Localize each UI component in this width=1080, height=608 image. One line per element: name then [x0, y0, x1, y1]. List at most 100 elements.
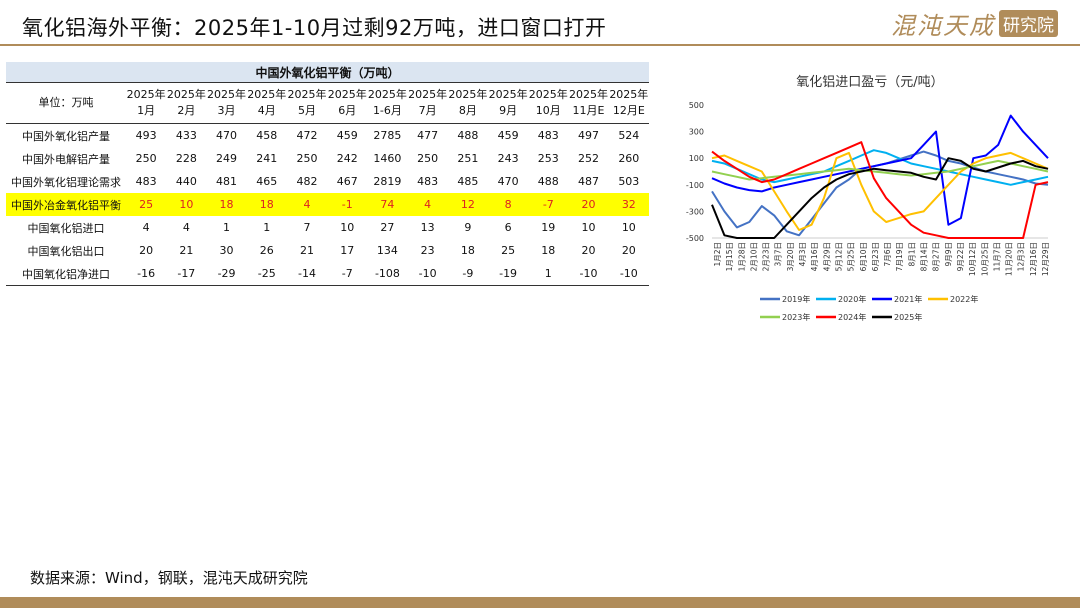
- column-header-year: 2025年: [367, 88, 407, 101]
- column-header-year: 2025年: [126, 88, 166, 101]
- column-header-month: 10月: [535, 104, 561, 117]
- x-tick-label: 7月19日: [895, 242, 904, 271]
- table-cell: -10: [568, 262, 609, 286]
- table-cell: 228: [175, 152, 197, 165]
- column-header-month: 2月: [177, 104, 196, 117]
- column-header: 2025年 1月: [126, 82, 167, 124]
- logo-text: 混沌天成: [891, 11, 995, 40]
- x-tick-label: 10月12日: [968, 242, 977, 276]
- x-tick-label: 6月10日: [859, 242, 868, 271]
- table-cell: 477: [417, 129, 439, 142]
- table-cell: 23: [420, 244, 435, 257]
- legend-label: 2022年: [950, 294, 978, 304]
- table-cell: 21: [179, 244, 194, 257]
- x-tick-label: 6月23日: [871, 242, 880, 271]
- table-cell: 4: [286, 193, 328, 216]
- table-cell: 251: [457, 152, 479, 165]
- table-cell: -29: [206, 262, 247, 286]
- column-header: 2025年 12月E: [608, 82, 649, 124]
- x-tick-label: 11月7日: [992, 242, 1001, 271]
- table-cell: -10: [407, 262, 448, 286]
- row-label: 中国外电解铝产量: [22, 152, 110, 166]
- table-header-row: 单位：万吨 2025年 1月 2025年 2月 2025年 3月 2025年 4月 2025年 5月…: [6, 82, 649, 124]
- table-cell: 20: [581, 244, 596, 257]
- table-cell: 13: [420, 221, 435, 234]
- table-cell: -25: [246, 262, 287, 286]
- table-cell: -7: [528, 193, 569, 216]
- legend-label: 2020年: [838, 294, 866, 304]
- column-header-month: 12月E: [612, 104, 645, 117]
- x-tick-label: 3月20日: [786, 242, 795, 271]
- header-divider: [0, 44, 1080, 46]
- row-label: 中国外氧化铝理论需求: [11, 175, 121, 189]
- balance-table: 中国外氧化铝平衡（万吨） 单位：万吨 2025年 1月 2025年 2月 2025年 3月 2…: [6, 62, 649, 286]
- chart-title: 氧化铝进口盈亏（元/吨）: [796, 75, 944, 90]
- table-cell: 32: [608, 193, 649, 216]
- table-cell: 485: [457, 175, 479, 188]
- table-cell: 249: [216, 152, 238, 165]
- column-header-month: 5月: [297, 104, 316, 117]
- x-tick-label: 8月14日: [920, 242, 929, 271]
- table-cell: 440: [175, 175, 197, 188]
- column-header-month: 6月: [338, 104, 357, 117]
- column-header-year: 2025年: [528, 88, 568, 101]
- x-tick-label: 12月3日: [1017, 242, 1026, 271]
- table-cell: 12: [447, 193, 488, 216]
- row-label: 中国外冶金氧化铝平衡: [6, 193, 126, 216]
- table-cell: -16: [126, 262, 167, 286]
- table-title: 中国外氧化铝平衡（万吨）: [6, 62, 649, 83]
- table-cell: 30: [219, 244, 234, 257]
- table-cell: 503: [618, 175, 640, 188]
- table-cell: 470: [216, 129, 238, 142]
- x-tick-label: 7月6日: [883, 242, 892, 267]
- column-header: 2025年 2月: [166, 82, 207, 124]
- x-tick-label: 1月2日: [713, 242, 722, 267]
- table-cell: 470: [497, 175, 519, 188]
- import-profit-chart: 500 300 100 -100 -300 -500 1月2日 1月15日 1月28日 2月10日…: [686, 101, 1050, 322]
- column-header: 2025年 3月: [206, 82, 247, 124]
- table-row: 中国氧化铝出口 20 21 30 26 21 17 134 23 18 25 18 20 20: [6, 239, 649, 262]
- table-cell: 459: [336, 129, 358, 142]
- table-row: 中国外氧化铝理论需求 483 440 481 465 482 467 2819 483 485 47…: [6, 170, 649, 193]
- x-tick-label: 4月29日: [822, 242, 831, 271]
- table-cell: -10: [608, 262, 649, 286]
- table-row: 中国氧化铝净进口 -16 -17 -29 -25 -14 -7 -108 -10 -9 -19 1 -1…: [6, 262, 649, 286]
- table-cell: 252: [578, 152, 600, 165]
- table-cell: 25: [126, 193, 167, 216]
- table-cell: 25: [501, 244, 516, 257]
- x-tick-label: 3月7日: [774, 242, 783, 267]
- table-cell: -108: [367, 262, 408, 286]
- column-header-year: 2025年: [569, 88, 609, 101]
- table-cell: 10: [340, 221, 355, 234]
- x-tick-label: 5月12日: [834, 242, 843, 271]
- table-cell: 10: [166, 193, 207, 216]
- table-cell: 18: [206, 193, 247, 216]
- unit-label: 单位：万吨: [6, 82, 126, 124]
- series-line: [711, 157, 1049, 239]
- y-tick-label: -100: [686, 181, 704, 190]
- table-cell: 497: [578, 129, 600, 142]
- table-cell: 488: [457, 129, 479, 142]
- table-cell: 483: [537, 129, 559, 142]
- table-cell: 20: [139, 244, 154, 257]
- x-tick-label: 4月16日: [810, 242, 819, 271]
- column-header: 2025年 7月: [407, 82, 448, 124]
- table-cell: -17: [166, 262, 207, 286]
- table-cell: -19: [487, 262, 529, 286]
- table-cell: 6: [504, 221, 512, 234]
- column-header-month: 1-6月: [372, 104, 402, 117]
- table-cell: 7: [303, 221, 311, 234]
- legend-label: 2019年: [782, 294, 810, 304]
- table-row: 中国外冶金氧化铝平衡 25 10 18 18 4 -1 74 4 12 8 -7 20 32: [6, 193, 649, 216]
- column-header-month: 1月: [137, 104, 156, 117]
- table-cell: 74: [367, 193, 408, 216]
- column-header-year: 2025年: [327, 88, 367, 101]
- table-cell: -14: [286, 262, 328, 286]
- table-cell: 4: [407, 193, 448, 216]
- table-cell: 20: [621, 244, 636, 257]
- column-header-month: 3月: [217, 104, 236, 117]
- row-label: 中国外氧化铝产量: [22, 129, 110, 143]
- y-tick-label: -500: [686, 234, 704, 243]
- x-tick-label: 8月1日: [907, 242, 916, 267]
- table-cell: 433: [175, 129, 197, 142]
